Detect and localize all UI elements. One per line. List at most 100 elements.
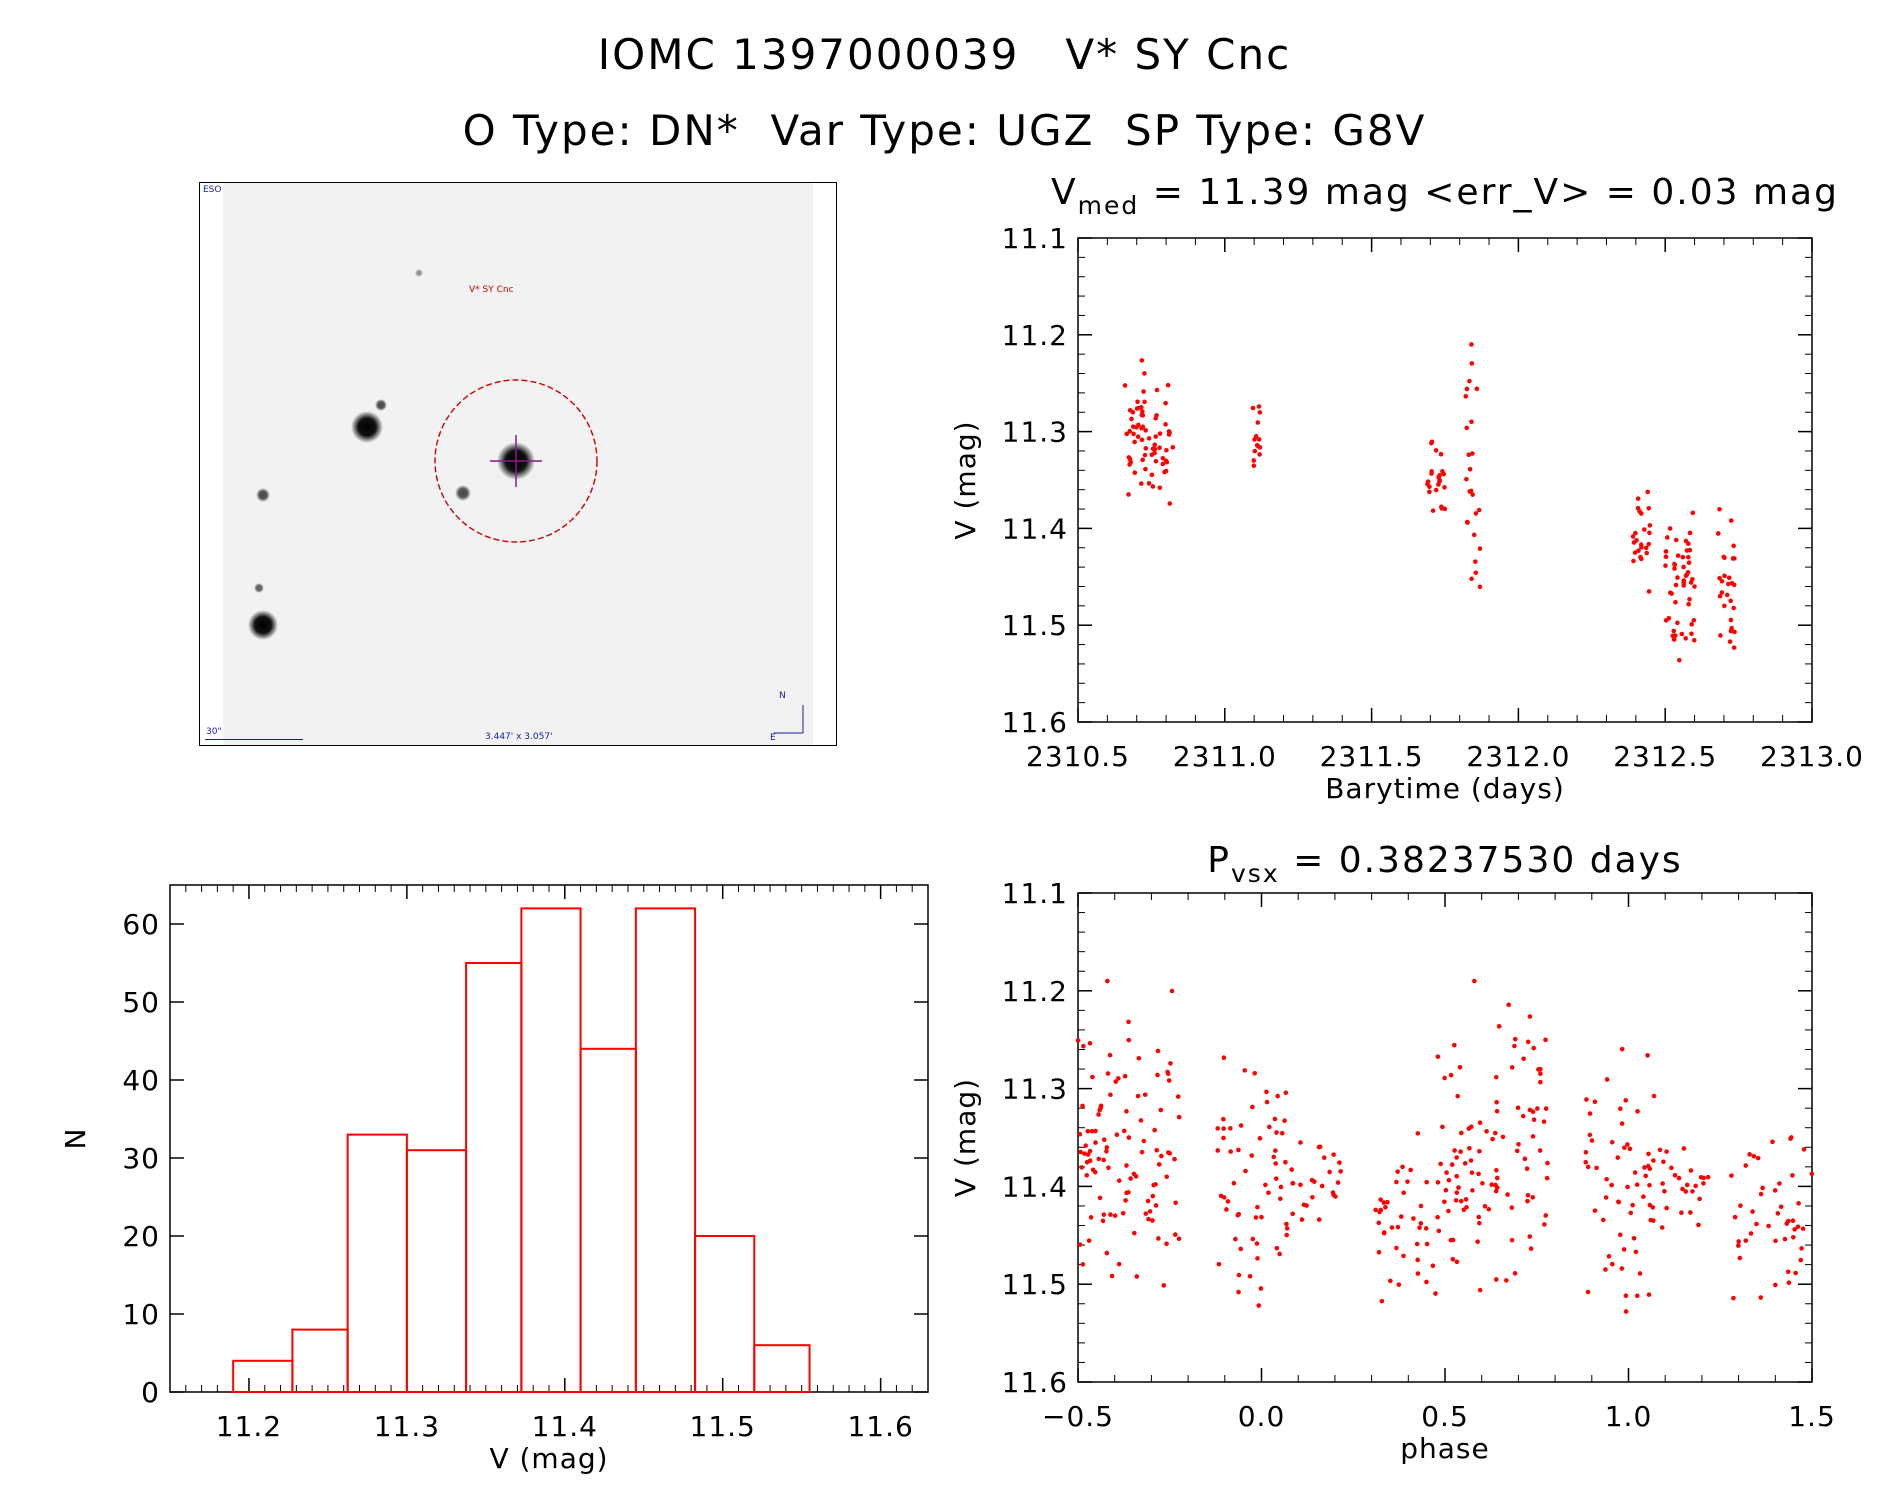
data-point xyxy=(1603,1195,1609,1200)
star xyxy=(455,485,471,501)
data-point xyxy=(1663,563,1668,568)
data-point xyxy=(1669,1165,1674,1171)
data-point xyxy=(1693,1183,1698,1189)
data-point xyxy=(1737,1255,1743,1261)
data-point xyxy=(1273,1148,1278,1153)
data-point xyxy=(1782,1236,1788,1242)
data-point xyxy=(1675,620,1680,626)
data-point xyxy=(1731,1295,1736,1301)
data-point xyxy=(1166,1150,1171,1155)
data-point xyxy=(1728,598,1733,604)
data-point xyxy=(1165,1069,1170,1075)
y-tick-label: 11.1 xyxy=(1002,877,1068,910)
data-point xyxy=(1786,1218,1791,1224)
data-point xyxy=(1470,492,1475,497)
data-point xyxy=(1476,1214,1482,1220)
figure-subtitle: O Type: DN* Var Type: UGZ SP Type: G8V xyxy=(462,106,1427,155)
data-point xyxy=(1433,487,1439,493)
data-point xyxy=(1544,1175,1550,1181)
data-point xyxy=(1385,1199,1390,1205)
data-point xyxy=(1583,1150,1589,1155)
data-point xyxy=(1724,592,1730,598)
data-point xyxy=(1256,1303,1262,1308)
data-point xyxy=(1585,1289,1591,1295)
data-point xyxy=(1236,1147,1241,1153)
data-point xyxy=(1175,1094,1181,1099)
data-point xyxy=(1636,548,1641,553)
data-point xyxy=(1520,1113,1526,1119)
data-point xyxy=(1467,378,1472,384)
data-point xyxy=(1505,1192,1510,1197)
data-point xyxy=(1622,1145,1627,1151)
data-point xyxy=(1641,1194,1646,1199)
data-point xyxy=(1728,628,1734,634)
data-point xyxy=(1717,506,1722,512)
data-point xyxy=(1743,1163,1748,1168)
data-point xyxy=(1663,554,1669,560)
data-point xyxy=(1671,637,1677,642)
data-point xyxy=(1490,1136,1495,1142)
data-point xyxy=(1719,578,1725,584)
data-point xyxy=(1389,1225,1395,1230)
target-label: V* SY Cnc xyxy=(469,285,514,295)
data-point xyxy=(1113,1079,1119,1084)
data-point xyxy=(1104,1250,1110,1256)
data-point xyxy=(1277,1251,1282,1257)
data-point xyxy=(1727,639,1733,644)
data-point xyxy=(1151,1182,1156,1188)
data-point xyxy=(1496,1024,1502,1029)
x-tick-label: 2313.0 xyxy=(1760,740,1864,773)
data-point xyxy=(1247,1273,1253,1279)
data-point xyxy=(1587,1111,1593,1116)
data-point xyxy=(1692,584,1697,589)
data-point xyxy=(1424,1241,1430,1247)
data-point xyxy=(1377,1209,1382,1215)
data-point xyxy=(1722,603,1727,609)
data-point xyxy=(1673,537,1679,543)
data-point xyxy=(1127,428,1133,434)
data-point xyxy=(1731,543,1736,549)
histogram-bar xyxy=(465,962,523,1393)
data-point xyxy=(1158,1107,1164,1113)
data-point xyxy=(1494,1167,1499,1173)
data-point xyxy=(1684,1182,1690,1188)
data-point xyxy=(1331,1152,1336,1157)
data-point xyxy=(1456,1185,1461,1190)
x-tick-label: 2312.0 xyxy=(1466,740,1570,773)
data-point xyxy=(1766,1223,1771,1229)
data-point xyxy=(1473,570,1479,576)
data-point xyxy=(1469,342,1474,347)
data-point xyxy=(1543,1106,1549,1111)
data-point xyxy=(1475,1239,1480,1244)
data-point xyxy=(1089,1128,1095,1134)
data-point xyxy=(1538,1079,1543,1085)
data-point xyxy=(1464,386,1470,392)
data-point xyxy=(1701,1181,1706,1186)
sky-image: V* SY Cnc 3.447' x 3.057' N E xyxy=(223,183,813,745)
data-point xyxy=(1512,1036,1518,1042)
data-point xyxy=(1442,1199,1447,1205)
data-point xyxy=(1218,1193,1224,1199)
data-point xyxy=(1147,1209,1153,1214)
data-point xyxy=(1161,1283,1167,1288)
data-point xyxy=(1429,471,1434,476)
data-point xyxy=(1176,1114,1182,1120)
data-point xyxy=(1437,477,1443,483)
data-point xyxy=(1221,1126,1226,1131)
data-point xyxy=(1167,430,1172,435)
data-point xyxy=(1257,410,1263,415)
data-point xyxy=(1425,481,1430,487)
data-point xyxy=(1449,1162,1455,1167)
data-point xyxy=(1589,1138,1595,1143)
x-tick-label: 11.4 xyxy=(532,1410,598,1443)
data-point xyxy=(1482,1203,1488,1209)
data-point xyxy=(1793,1270,1798,1276)
data-point xyxy=(1238,1123,1244,1128)
data-point xyxy=(1467,489,1473,494)
data-point xyxy=(1142,399,1147,405)
data-point xyxy=(1284,1221,1289,1227)
data-point xyxy=(1140,409,1145,414)
data-point xyxy=(1755,1155,1761,1161)
data-point xyxy=(1637,509,1642,514)
data-point xyxy=(1688,1168,1694,1173)
